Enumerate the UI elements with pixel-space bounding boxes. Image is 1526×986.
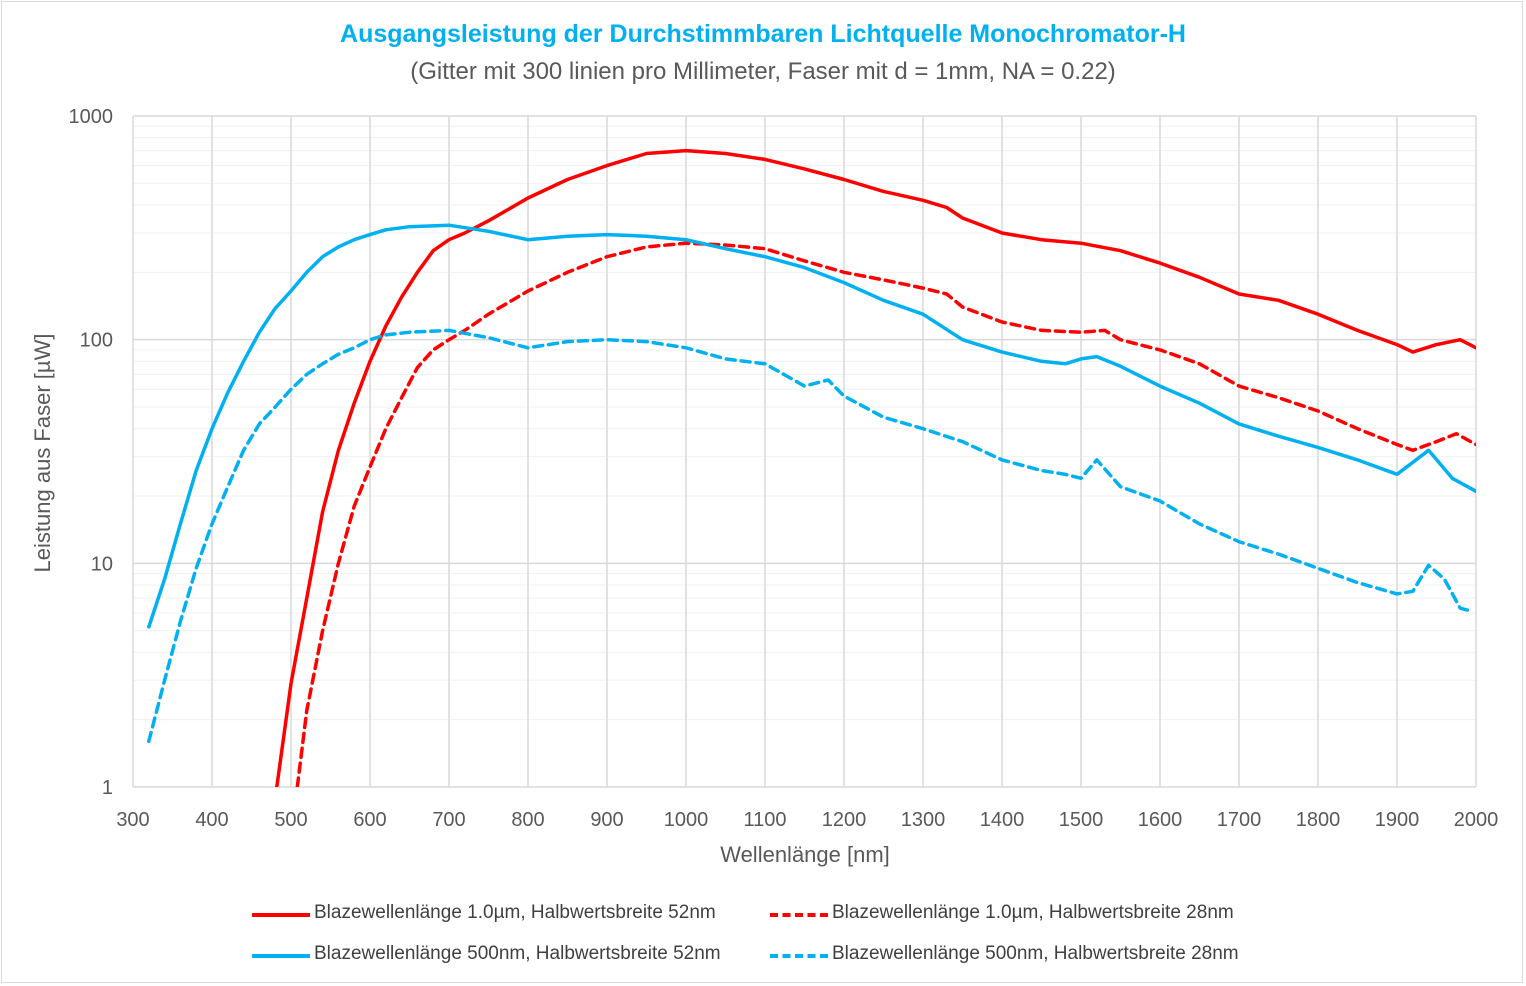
x-tick-label: 1800 (1296, 809, 1341, 831)
series-line-3 (147, 223, 1476, 629)
y-tick-labels: 1 10 100 1000 (69, 106, 114, 799)
x-tick-label: 1100 (743, 809, 786, 831)
x-tick-label: 300 (116, 809, 149, 831)
x-tick-label: 700 (432, 809, 465, 831)
x-axis-label: Wellenlänge [nm] (720, 842, 890, 867)
y-axis-label: Leistung aus Faser [µW] (30, 334, 55, 573)
x-tick-label: 400 (195, 809, 228, 831)
x-tick-label: 1700 (1217, 809, 1262, 831)
chart-subtitle: (Gitter mit 300 linien pro Millimeter, F… (410, 58, 1116, 85)
x-tick-label: 1400 (980, 809, 1025, 831)
x-tick-label: 600 (353, 809, 386, 831)
grid (132, 115, 1477, 788)
x-tick-label: 1500 (1059, 809, 1104, 831)
x-tick-label: 800 (511, 809, 544, 831)
x-tick-label: 1600 (1138, 809, 1183, 831)
y-tick-label: 10 (91, 553, 113, 575)
series-line-4 (147, 328, 1474, 744)
x-tick-label: 1900 (1375, 809, 1420, 831)
y-tick-label: 100 (80, 330, 113, 352)
x-tick-label: 2000 (1454, 809, 1499, 831)
y-tick-label: 1 (102, 777, 113, 799)
chart-title: Ausgangsleistung der Durchstimmbaren Lic… (340, 20, 1186, 48)
x-tick-label: 1200 (822, 809, 867, 831)
x-tick-labels: 300 400 500 600 700 800 900 1000 1100 1200 1300 140… (116, 809, 1498, 831)
series-line-2 (295, 241, 1476, 787)
x-tick-label: 1000 (664, 809, 709, 831)
x-tick-label: 900 (590, 809, 623, 831)
series-lines (147, 148, 1476, 787)
series-line-1 (275, 148, 1476, 787)
y-tick-label: 1000 (69, 106, 114, 128)
x-tick-label: 500 (274, 809, 307, 831)
x-tick-label: 1300 (901, 809, 946, 831)
